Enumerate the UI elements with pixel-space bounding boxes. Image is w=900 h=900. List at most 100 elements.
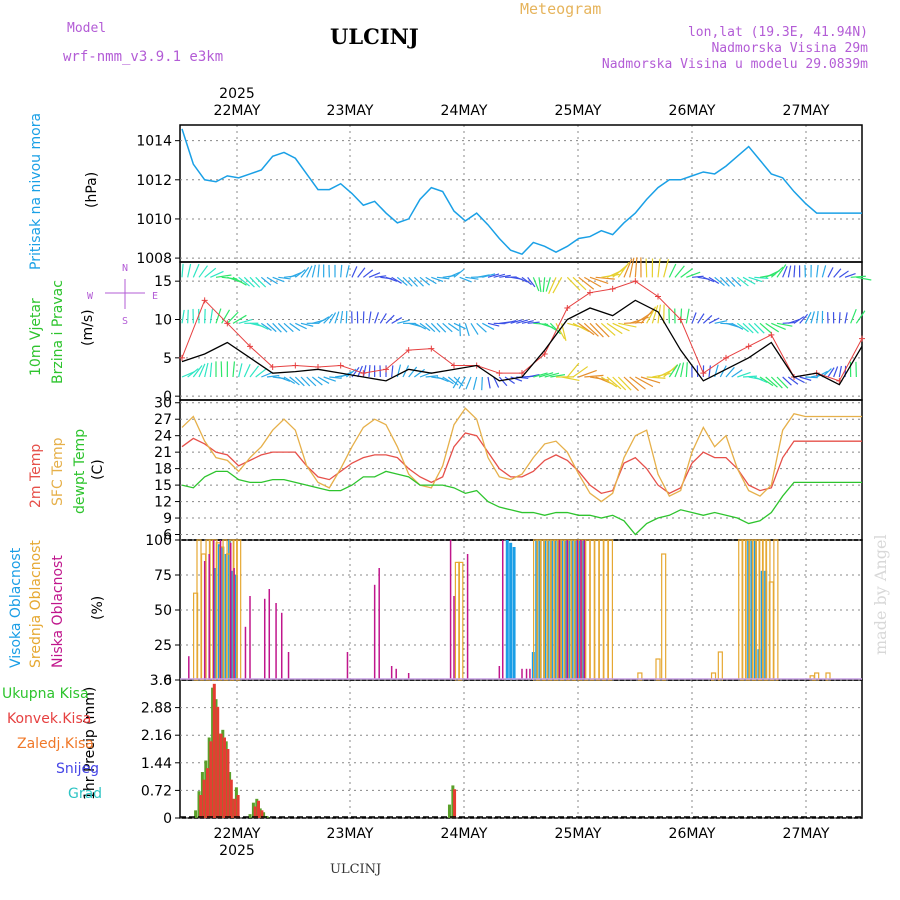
- wind-barb: [527, 374, 540, 378]
- wind-barb: [821, 265, 827, 278]
- wind-barb: [754, 376, 768, 384]
- wind-barb: [408, 276, 419, 287]
- wind-barb: [419, 276, 431, 286]
- wind-barb: [703, 276, 715, 283]
- wind-barb: [204, 267, 217, 278]
- wind-barb: [566, 276, 581, 291]
- wind-barb: [425, 276, 437, 285]
- precip-tick: 3.6: [150, 673, 172, 689]
- precip-bar: [447, 804, 451, 818]
- wind-barb: [754, 276, 769, 279]
- wind-barb: [816, 264, 819, 278]
- wind-barb: [612, 322, 630, 332]
- wind-barb: [787, 265, 792, 278]
- wind-barb: [289, 322, 301, 332]
- wind-barb: [816, 310, 819, 324]
- wind-barb: [255, 276, 267, 288]
- cloud-bar: [768, 581, 774, 681]
- temp-tick: 6: [163, 528, 172, 544]
- wind-barb: [232, 314, 247, 324]
- precip-bar: [234, 787, 238, 818]
- wind-barb: [425, 322, 436, 333]
- altitude-info: Nadmorska Visina 29m: [711, 41, 868, 56]
- precip-bar: [229, 779, 233, 818]
- wind-barb: [300, 267, 310, 278]
- model-altitude-info: Nadmorska Visina u modelu 29.0839m: [601, 57, 868, 72]
- precip-bar: [206, 768, 209, 818]
- precip-bar: [200, 772, 204, 818]
- wind-barb: [663, 258, 670, 278]
- precip-bar: [224, 741, 228, 818]
- wind-barb: [544, 322, 558, 332]
- gust-marker: [519, 370, 525, 377]
- wind-barb: [542, 277, 546, 293]
- gust-marker: [859, 335, 865, 342]
- wind-barb: [663, 364, 679, 378]
- wind-barb: [589, 276, 609, 285]
- cloud-bar: [280, 612, 283, 680]
- temp-tick: 15: [154, 478, 172, 494]
- cloud-bar: [585, 539, 591, 681]
- wind-barb: [311, 264, 316, 278]
- wind-tick: 5: [163, 351, 172, 367]
- cloud-bar: [222, 539, 228, 681]
- wind-barb: [187, 309, 189, 324]
- wind-barb: [238, 363, 243, 378]
- wind-barb: [589, 322, 604, 338]
- precip-bar: [228, 772, 232, 818]
- wind-barb: [306, 376, 317, 387]
- wind-barb: [748, 276, 763, 283]
- wind-barb: [430, 322, 441, 333]
- cloud-bar: [378, 568, 380, 680]
- wind-barb: [283, 376, 296, 385]
- wind-barb: [448, 271, 461, 278]
- cloud-bar: [208, 554, 210, 680]
- precip-bar: [255, 798, 259, 818]
- wind-barb: [544, 372, 560, 378]
- wind-barb: [283, 322, 294, 333]
- wind-barb: [516, 319, 529, 324]
- wind-barb: [833, 268, 842, 278]
- cloud-bar: [521, 668, 523, 680]
- wind-barb: [742, 322, 754, 334]
- precip-bar: [223, 737, 226, 818]
- wind-barb: [725, 366, 735, 378]
- wind-barb: [464, 323, 470, 337]
- wind-barb: [629, 376, 646, 390]
- wind-barb: [578, 322, 595, 336]
- cloud-bar: [546, 539, 552, 681]
- wind-barb: [640, 308, 655, 324]
- precip-bar: [211, 687, 215, 818]
- wind-barb: [708, 317, 720, 324]
- wind-barb: [623, 321, 645, 324]
- wind-barb: [623, 258, 633, 278]
- wind-barb: [731, 276, 742, 287]
- temp-tick: 21: [154, 445, 172, 461]
- wind-barb: [204, 362, 209, 378]
- wind-barb: [833, 366, 839, 378]
- year-top: 2025: [219, 86, 255, 102]
- wind-barb: [459, 276, 472, 283]
- wind-barb: [708, 276, 720, 285]
- precip-tick: 0.72: [141, 783, 172, 799]
- wind-barb: [442, 322, 453, 333]
- cloud-bar: [203, 561, 206, 680]
- wind-barb: [651, 305, 659, 324]
- wind-barb: [770, 376, 783, 389]
- wind-barb: [192, 365, 203, 378]
- wind-barb: [765, 376, 778, 388]
- precip-bar: [260, 810, 264, 818]
- wind-barb: [481, 376, 483, 391]
- wind-barb: [317, 264, 320, 278]
- wind-barb: [340, 264, 343, 278]
- wind-barb: [510, 319, 523, 324]
- cloud-bar: [566, 540, 569, 680]
- wind-barb: [357, 267, 366, 278]
- precip-bar: [451, 785, 455, 818]
- wind-barb: [209, 362, 213, 378]
- pressure-tick: 1012: [136, 173, 172, 189]
- wind-barb: [572, 276, 587, 291]
- wind-barb: [838, 365, 842, 378]
- wind-barb: [311, 376, 323, 386]
- wind-barb: [771, 322, 786, 330]
